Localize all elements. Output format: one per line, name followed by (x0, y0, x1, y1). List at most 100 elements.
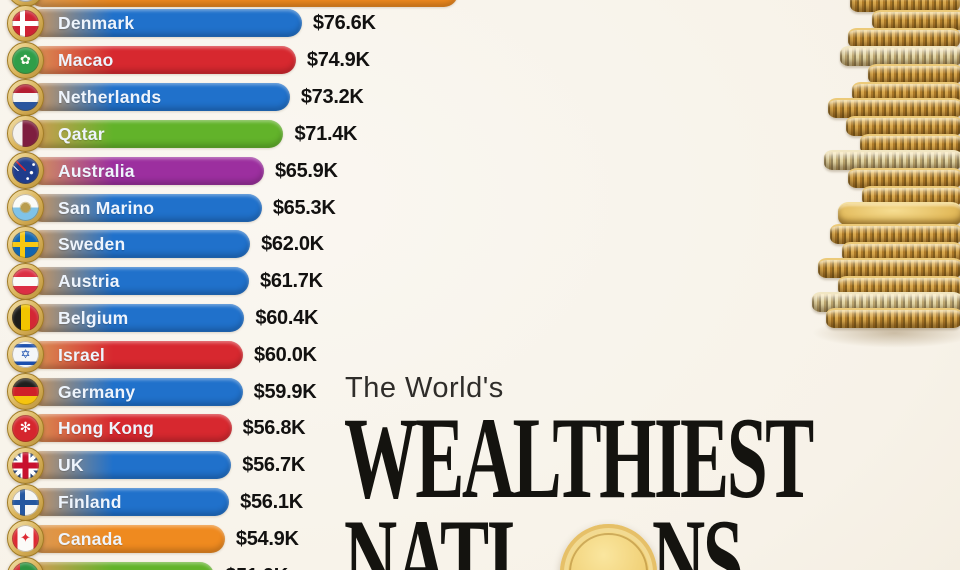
country-flag-icon (12, 120, 39, 148)
bar-row-australia: Australia $65.9K (0, 152, 960, 190)
bar-row-denmark: Denmark $76.6K (0, 4, 960, 42)
value-label: $65.3K (272, 196, 336, 219)
value-label: $73.2K (300, 86, 364, 109)
flag-badge (7, 409, 44, 447)
value-label: $60.4K (255, 306, 319, 329)
value-label: $74.9K (306, 49, 370, 72)
flag-badge (7, 41, 44, 79)
value-label: $56.7K (242, 454, 305, 477)
coin (840, 46, 960, 66)
flag-badge (7, 299, 44, 337)
country-flag-icon (12, 0, 39, 2)
bar-row-macao: Macao $74.9K (0, 41, 960, 79)
country-flag-icon (12, 46, 39, 74)
country-flag-icon (12, 304, 39, 332)
coin (852, 82, 960, 102)
coin (850, 0, 960, 12)
country-bar: Israel (28, 340, 243, 369)
country-flag-icon (12, 157, 39, 185)
coin (862, 186, 960, 206)
value-label: $56.1K (240, 491, 303, 514)
country-bar: Sweden (28, 230, 251, 259)
flag-badge (7, 262, 44, 300)
coin-stack-shadow (812, 318, 960, 348)
flag-badge (7, 557, 44, 570)
country-label: Belgium (58, 307, 129, 328)
country-flag-icon (12, 525, 39, 553)
flag-badge (7, 189, 44, 226)
country-label: Hong Kong (58, 418, 155, 439)
coin (830, 224, 960, 244)
country-label: Canada (58, 528, 123, 549)
flag-badge (7, 520, 44, 558)
country-bar: Canada (28, 524, 225, 553)
flag-badge (7, 225, 44, 263)
country-label: Austria (58, 271, 120, 292)
country-flag-icon (12, 378, 39, 406)
flag-badge (7, 483, 44, 521)
value-label: $62.0K (261, 233, 324, 256)
bar-row-san-marino: San Marino $65.3K (0, 189, 960, 226)
coin (846, 116, 960, 136)
value-label: $59.9K (253, 380, 317, 403)
bar-row-sweden: Sweden $62.0K (0, 225, 960, 263)
country-label: UK (58, 455, 84, 476)
country-label: Qatar (58, 123, 105, 144)
title-line2-right: NS (652, 496, 744, 570)
bar-row-netherlands: Netherlands $73.2K (0, 78, 960, 116)
country-flag-icon (12, 341, 39, 369)
country-label: Israel (58, 344, 105, 365)
value-label: $65.9K (274, 159, 338, 182)
flag-badge (7, 152, 44, 190)
value-label: $54.9K (235, 527, 299, 550)
country-bar: Finland (28, 488, 230, 517)
country-flag-icon (12, 267, 39, 295)
country-bar: UAE (28, 561, 215, 570)
coin (842, 242, 960, 262)
country-bar: UK (28, 451, 232, 480)
country-flag-icon (12, 9, 39, 37)
country-bar: Germany (28, 377, 243, 406)
flag-badge (7, 4, 44, 42)
value-label: $51.9K (225, 562, 288, 570)
country-bar: Macao (28, 46, 296, 75)
coin (838, 276, 960, 296)
country-label: Australia (58, 160, 135, 181)
country-bar: Denmark (28, 9, 302, 38)
title-line2-left: NATI (344, 496, 515, 570)
coin (848, 168, 960, 188)
country-label: Sweden (58, 234, 126, 255)
coin (848, 28, 960, 48)
country-label: Macao (58, 50, 114, 71)
coin (818, 258, 960, 278)
bar-row-canada: Canada $54.9K (0, 520, 960, 558)
value-label: $76.6K (312, 12, 376, 35)
bar-row-austria: Austria $61.7K (0, 262, 960, 300)
country-bar (28, 0, 458, 7)
bar-row-belgium: Belgium $60.4K (0, 299, 960, 337)
country-flag-icon (12, 488, 39, 516)
value-label: $56.8K (242, 417, 306, 440)
country-flag-icon (12, 230, 39, 258)
partial-bar-top (0, 0, 960, 7)
coin (868, 64, 960, 84)
country-bar: Austria (28, 267, 250, 296)
country-label: Germany (58, 381, 136, 402)
country-label: San Marino (58, 197, 155, 218)
title-line1: WEALTHIEST (344, 394, 814, 523)
country-label: Denmark (58, 13, 135, 34)
coin (824, 150, 960, 170)
country-flag-icon (12, 194, 39, 221)
title-kicker: The World's (345, 372, 504, 404)
coin (872, 10, 960, 30)
coin (860, 134, 960, 154)
coin (828, 98, 960, 118)
country-label: UAE (58, 562, 96, 570)
country-bar: San Marino (28, 193, 262, 222)
bar-row-qatar: Qatar $71.4K (0, 115, 960, 153)
country-flag-icon (12, 83, 39, 111)
country-label: Finland (58, 492, 122, 513)
flag-badge (7, 336, 44, 374)
bar-row-uk: UK $56.7K (0, 446, 960, 484)
bar-row-israel: Israel $60.0K (0, 336, 960, 374)
